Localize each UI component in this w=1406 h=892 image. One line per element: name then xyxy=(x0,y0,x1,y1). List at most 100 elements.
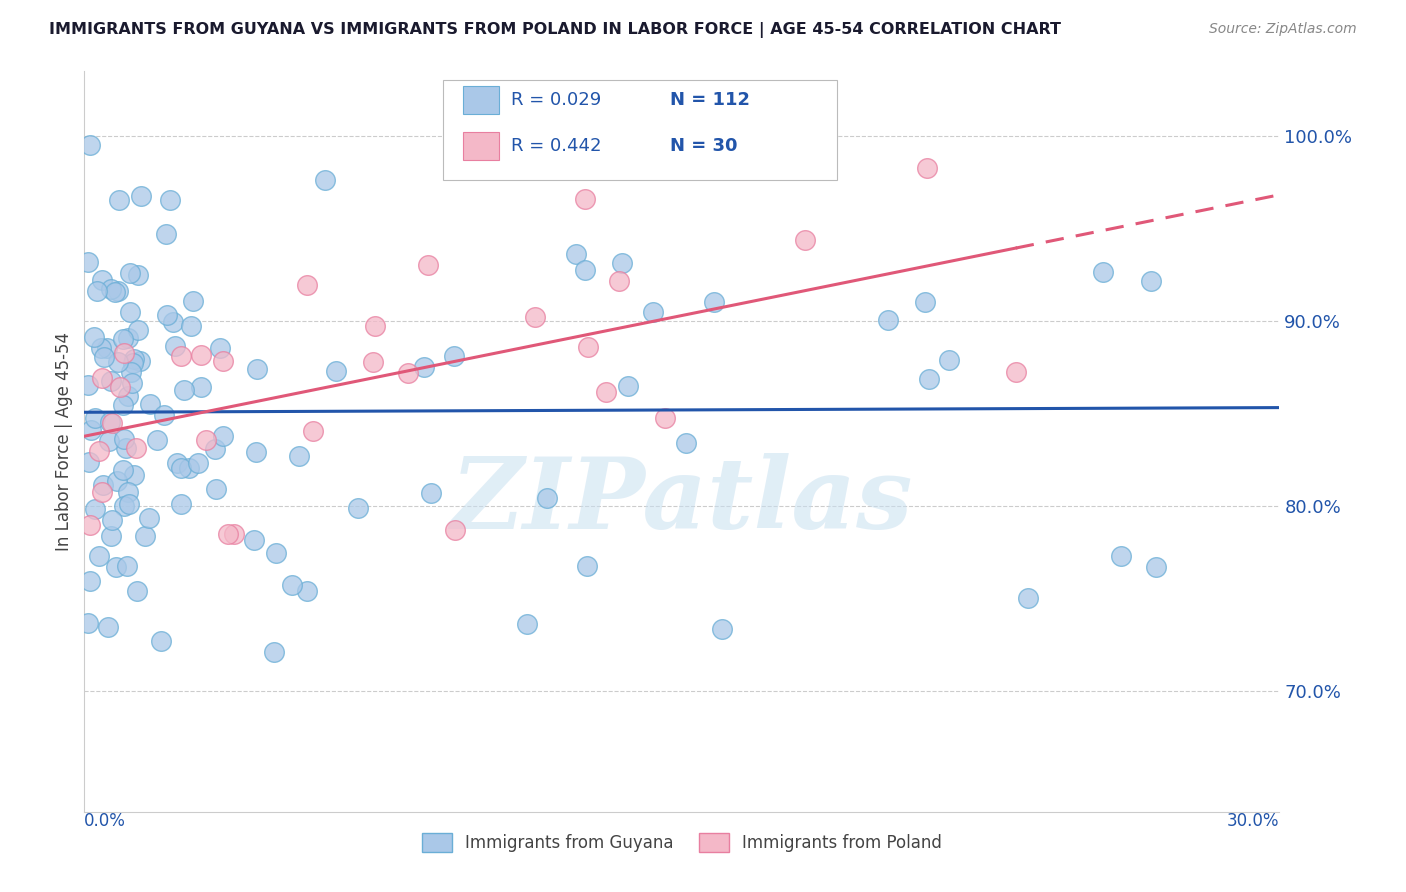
Point xyxy=(101,416,124,430)
Point xyxy=(364,318,387,333)
Point xyxy=(703,294,725,309)
Point xyxy=(77,255,100,269)
Point xyxy=(565,247,588,261)
Text: R = 0.029: R = 0.029 xyxy=(510,91,602,110)
Point xyxy=(347,500,370,515)
Point xyxy=(87,443,110,458)
Point xyxy=(87,549,110,564)
Point xyxy=(121,376,143,391)
Point xyxy=(117,331,139,345)
Point xyxy=(118,305,141,319)
Point xyxy=(536,491,558,506)
Point xyxy=(91,477,114,491)
Text: 0.0%: 0.0% xyxy=(84,812,127,830)
Point xyxy=(100,282,122,296)
Point xyxy=(100,528,122,542)
Point xyxy=(794,233,817,247)
Point xyxy=(162,315,184,329)
Y-axis label: In Labor Force | Age 45-54: In Labor Force | Age 45-54 xyxy=(55,332,73,551)
Point xyxy=(361,355,384,369)
Point xyxy=(107,354,129,368)
Point xyxy=(83,501,105,516)
Point xyxy=(155,227,177,242)
Bar xyxy=(463,87,499,114)
Point xyxy=(641,305,664,319)
Point xyxy=(111,398,134,412)
Point xyxy=(90,371,112,385)
Point xyxy=(398,366,420,380)
Text: R = 0.442: R = 0.442 xyxy=(510,136,602,155)
Point xyxy=(208,341,231,355)
Point xyxy=(217,527,239,541)
Point xyxy=(79,518,101,533)
Point xyxy=(127,584,149,599)
Point xyxy=(1144,560,1167,574)
Point xyxy=(190,379,212,393)
Point xyxy=(654,410,676,425)
Point xyxy=(180,318,202,333)
Point xyxy=(187,456,209,470)
Text: ZIPatlas: ZIPatlas xyxy=(451,452,912,549)
Point xyxy=(246,361,269,376)
Point xyxy=(121,356,143,370)
Point xyxy=(443,349,465,363)
Point xyxy=(918,372,941,386)
Point xyxy=(915,161,938,176)
Point xyxy=(297,584,319,599)
Point xyxy=(107,193,129,207)
Point xyxy=(1017,591,1039,605)
Point xyxy=(111,463,134,477)
Point xyxy=(114,441,136,455)
Point xyxy=(131,189,153,203)
Point xyxy=(263,644,285,658)
Point xyxy=(212,353,235,368)
Point xyxy=(152,408,174,422)
Point xyxy=(243,533,266,547)
Point xyxy=(325,364,347,378)
Point xyxy=(105,474,128,488)
Point xyxy=(938,353,960,368)
Point xyxy=(77,378,100,392)
Point xyxy=(212,429,235,443)
Point xyxy=(523,310,546,325)
Point xyxy=(612,256,634,270)
Text: 30.0%: 30.0% xyxy=(1227,812,1279,830)
Point xyxy=(159,193,181,207)
Point xyxy=(127,268,149,282)
Point xyxy=(190,348,212,362)
Point xyxy=(125,441,148,455)
Point xyxy=(413,359,436,374)
Point xyxy=(515,617,537,632)
Point xyxy=(115,558,138,573)
Point xyxy=(120,266,142,280)
Point xyxy=(96,620,118,634)
Point xyxy=(134,529,156,543)
Point xyxy=(302,425,325,439)
Point xyxy=(118,497,141,511)
Point xyxy=(574,263,596,277)
Point xyxy=(111,332,134,346)
Point xyxy=(91,485,114,500)
Point xyxy=(122,352,145,367)
Point xyxy=(103,285,125,299)
Point xyxy=(100,375,122,389)
Point xyxy=(914,294,936,309)
Point xyxy=(508,146,530,161)
Point xyxy=(295,278,318,293)
Point xyxy=(595,385,617,400)
Point xyxy=(224,527,246,541)
Point xyxy=(117,485,139,500)
Point xyxy=(112,433,135,447)
Point xyxy=(418,258,440,272)
Point xyxy=(108,380,131,394)
Text: N = 30: N = 30 xyxy=(671,136,738,155)
Point xyxy=(1140,274,1163,288)
Point xyxy=(877,313,900,327)
Point xyxy=(314,173,336,187)
Point xyxy=(84,410,107,425)
Bar xyxy=(463,132,499,160)
Point xyxy=(77,455,100,469)
Point xyxy=(617,379,640,393)
Point xyxy=(138,511,160,525)
Point xyxy=(1091,265,1114,279)
